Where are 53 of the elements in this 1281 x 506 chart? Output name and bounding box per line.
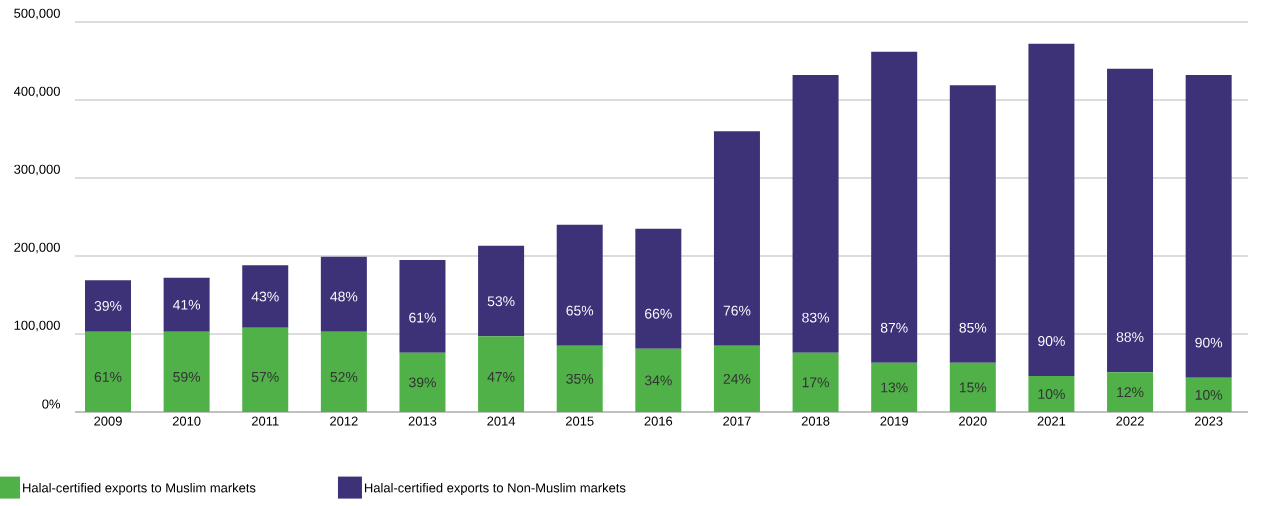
x-tick-label: 2019 (880, 416, 908, 426)
annotation: 90% (1195, 337, 1223, 348)
x-tick-label: 2012 (330, 416, 358, 426)
annotation: 12% (1117, 387, 1144, 398)
y-tick-label: 200,000 (14, 242, 60, 254)
annotation: 76% (723, 305, 751, 316)
annotation: 87% (880, 322, 908, 333)
x-tick-label: 2016 (644, 416, 673, 426)
x-tick-label: 2013 (408, 416, 437, 426)
annotation: 39% (409, 377, 436, 388)
x-tick-label: 2023 (1194, 416, 1223, 426)
y-tick-label: 500,000 (14, 8, 60, 20)
annotation: 15% (959, 382, 987, 393)
legend-label: Halal-certified exports to Non-Muslim markets (365, 482, 626, 495)
annotation: 48% (330, 291, 358, 302)
x-tick-label: 2011 (251, 416, 279, 426)
y-tick-label: 0% (42, 399, 61, 409)
annotation: 52% (330, 371, 358, 382)
x-tick-label: 2010 (172, 416, 201, 426)
x-tick-label: 2020 (959, 416, 987, 426)
annotation: 13% (881, 382, 908, 393)
x-tick-label: 2014 (487, 416, 516, 426)
annotation: 57% (251, 371, 279, 382)
annotation: 43% (251, 291, 279, 302)
annotation: 10% (1038, 389, 1065, 399)
x-tick-label: 2009 (94, 416, 122, 426)
annotation: 41% (172, 299, 201, 310)
annotation: 61% (409, 312, 436, 323)
legend-label: Halal-certified exports to Muslim markets (23, 482, 256, 495)
x-tick-label: 2018 (801, 416, 830, 426)
x-tick-label: 2017 (723, 416, 751, 426)
annotation: 88% (1116, 332, 1144, 343)
x-tick-label: 2015 (565, 416, 594, 426)
annotation: 66% (645, 308, 672, 319)
annotation: 39% (94, 300, 122, 311)
x-tick-label: 2021 (1037, 416, 1066, 426)
annotation: 34% (644, 375, 672, 386)
annotation: 24% (723, 373, 751, 384)
annotation: 47% (487, 372, 515, 382)
annotation: 35% (566, 373, 594, 384)
annotation: 83% (802, 312, 830, 323)
y-tick-label: 300,000 (14, 164, 60, 176)
x-tick-label: 2022 (1116, 416, 1144, 426)
annotation: 17% (802, 377, 830, 388)
y-tick-label: 100,000 (14, 320, 60, 332)
annotation: 85% (959, 322, 987, 333)
annotation: 59% (173, 371, 201, 382)
annotation: 90% (1038, 336, 1065, 346)
annotation: 61% (94, 371, 122, 382)
annotation: 65% (566, 305, 594, 316)
annotation: 10% (1195, 389, 1223, 400)
y-tick-label: 400,000 (13, 86, 60, 98)
annotation: 53% (487, 296, 515, 307)
